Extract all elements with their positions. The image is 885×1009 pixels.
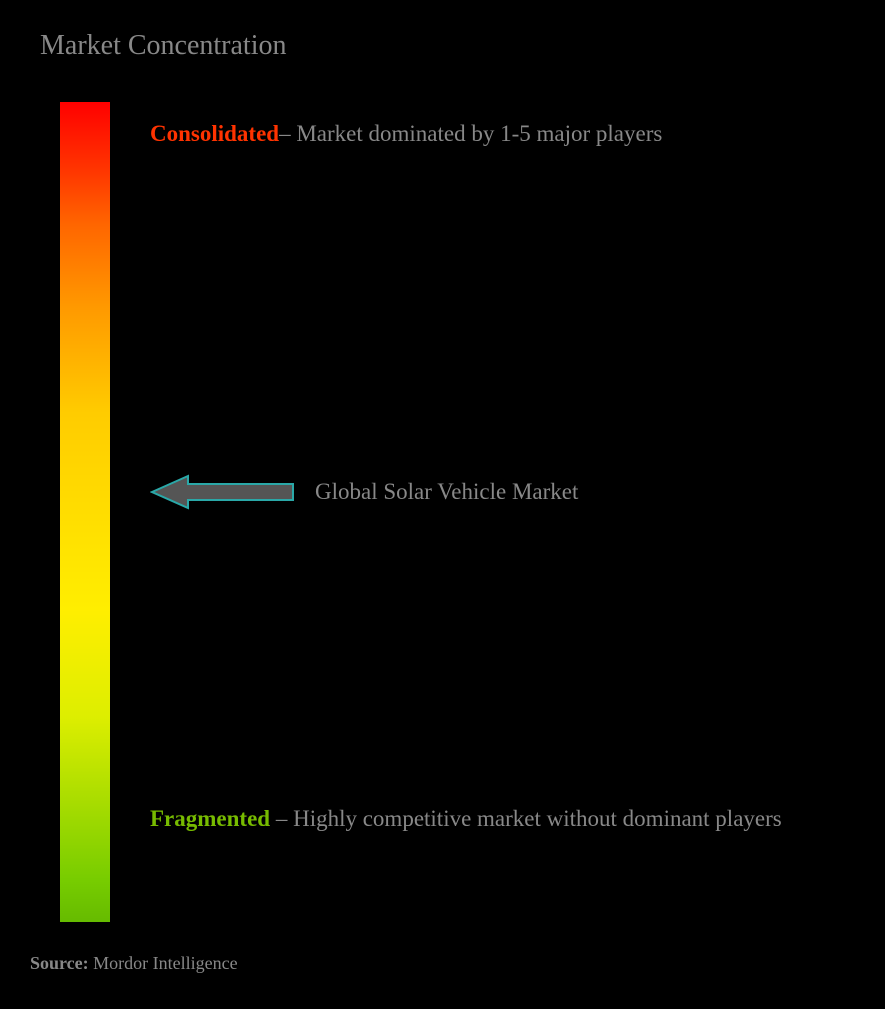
market-name: Global Solar Vehicle Market <box>315 479 578 505</box>
fragmented-label: Fragmented – Highly competitive market w… <box>150 797 782 841</box>
page-title: Market Concentration <box>40 30 845 62</box>
fragmented-desc: – Highly competitive market without domi… <box>270 806 782 831</box>
labels-layer: Consolidated– Market dominated by 1-5 ma… <box>150 102 825 932</box>
source-attribution: Source: Mordor Intelligence <box>30 953 238 974</box>
gradient-scale-bar <box>60 102 110 922</box>
market-indicator: Global Solar Vehicle Market <box>150 472 578 512</box>
arrow-left-icon <box>150 472 295 512</box>
source-label: Source: <box>30 953 89 973</box>
consolidated-desc: – Market dominated by 1-5 major players <box>279 121 662 146</box>
arrow-shape <box>152 476 293 508</box>
source-value: Mordor Intelligence <box>89 953 238 973</box>
fragmented-keyword: Fragmented <box>150 806 270 831</box>
main-container: Market Concentration Consolidated– Marke… <box>0 0 885 1009</box>
consolidated-keyword: Consolidated <box>150 121 279 146</box>
consolidated-label: Consolidated– Market dominated by 1-5 ma… <box>150 112 662 156</box>
content-area: Consolidated– Market dominated by 1-5 ma… <box>40 102 845 932</box>
